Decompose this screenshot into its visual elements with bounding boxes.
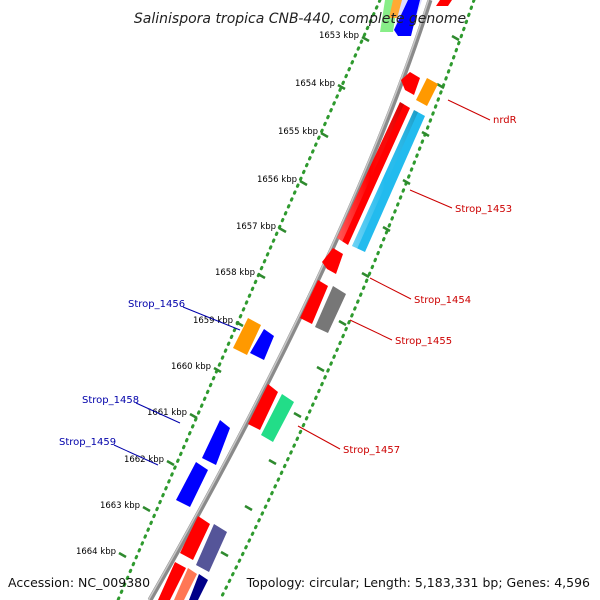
outer-major-tick-mark [421,130,430,138]
label-strop-1458: Strop_1458 [82,395,139,406]
outer-major-tick-mark [338,319,347,327]
gene-strop-1456 [233,318,261,355]
major-tick-mark [257,272,266,280]
gene-callouts: nrdR Strop_1453 Strop_1454 Strop_1455 St… [59,99,517,466]
label-strop-1454: Strop_1454 [414,295,471,306]
tick-label: 1656 kbp [257,175,297,185]
gene-red-1455-prev [300,280,328,324]
major-tick-mark [142,505,151,513]
forward-strand-genes [158,72,438,600]
gene-red-nrdR-prev [401,72,420,95]
major-tick-mark [320,131,329,139]
label-strop-1457: Strop_1457 [343,445,400,456]
tick-label: 1658 kbp [215,268,255,278]
tick-label: 1654 kbp [295,79,335,89]
gene-strop-1459 [176,462,208,507]
major-tick-mark [278,226,287,234]
tick-label: 1659 kbp [193,316,233,326]
accession-text: Accession: NC_009380 [8,575,150,590]
tick-label: 1660 kbp [171,362,211,372]
outer-major-tick-mark [268,458,277,466]
gene-red-bottom-2 [158,562,186,600]
outer-major-tick-mark [451,34,460,42]
outer-major-tick-mark [244,504,253,512]
gene-navy-bottom [189,574,208,600]
major-tick-mark [166,459,175,467]
major-tick-mark [118,551,127,559]
map-title: Salinispora tropica CNB-440, complete ge… [134,11,466,27]
major-ticks [118,34,460,559]
gene-nrdR [416,78,438,106]
outer-tick-ring [218,0,476,600]
gene-strop-1457 [261,394,294,442]
outer-major-tick-mark [402,178,411,186]
tick-label: 1655 kbp [278,127,318,137]
label-strop-1455: Strop_1455 [395,336,452,347]
gene-red-1457-prev [248,384,278,430]
label-strop-1456: Strop_1456 [128,299,185,310]
label-strop-1459: Strop_1459 [59,437,116,448]
genome-summary-text: Topology: circular; Length: 5,183,331 bp… [246,575,590,590]
gene-red-bottom-1 [180,516,210,560]
major-tick-mark [361,35,370,43]
gene-purple-bottom [196,524,227,572]
tick-label: 1661 kbp [147,408,187,418]
genome-backbone [147,0,433,600]
reverse-strand-genes [176,318,274,507]
top-partial-genes [380,0,452,36]
major-tick-mark [235,320,244,328]
major-tick-mark [337,83,346,91]
gene-partial-blue [394,0,420,36]
major-tick-mark [213,366,222,374]
tick-label: 1662 kbp [124,455,164,465]
label-strop-1453: Strop_1453 [455,204,512,215]
gene-strop-1454 [322,248,343,274]
tick-label: 1664 kbp [76,547,116,557]
major-tick-mark [299,179,308,187]
outer-major-tick-mark [293,411,302,419]
outer-major-tick-mark [361,271,370,279]
gene-salmon-bottom [174,568,197,600]
outer-major-tick-mark [316,365,325,373]
outer-major-tick-mark [220,550,229,558]
gene-strop-1458 [202,420,230,465]
tick-label: 1663 kbp [100,501,140,511]
inner-tick-ring [116,0,382,600]
label-nrdR: nrdR [493,115,517,126]
major-tick-mark [189,412,198,420]
outer-major-tick-mark [382,225,391,233]
tick-labels: 1653 kbp 1654 kbp 1655 kbp 1656 kbp 1657 kbp… [76,31,359,557]
gene-blue-1456-next [250,329,274,360]
outer-major-tick-mark [436,82,445,90]
gene-partial-red-top [436,0,452,6]
tick-label: 1657 kbp [236,222,276,232]
tick-label: 1653 kbp [319,31,359,41]
gene-strop-1455 [315,286,346,333]
